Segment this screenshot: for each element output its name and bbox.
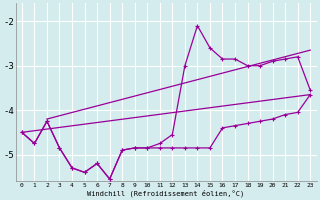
- X-axis label: Windchill (Refroidissement éolien,°C): Windchill (Refroidissement éolien,°C): [87, 189, 245, 197]
